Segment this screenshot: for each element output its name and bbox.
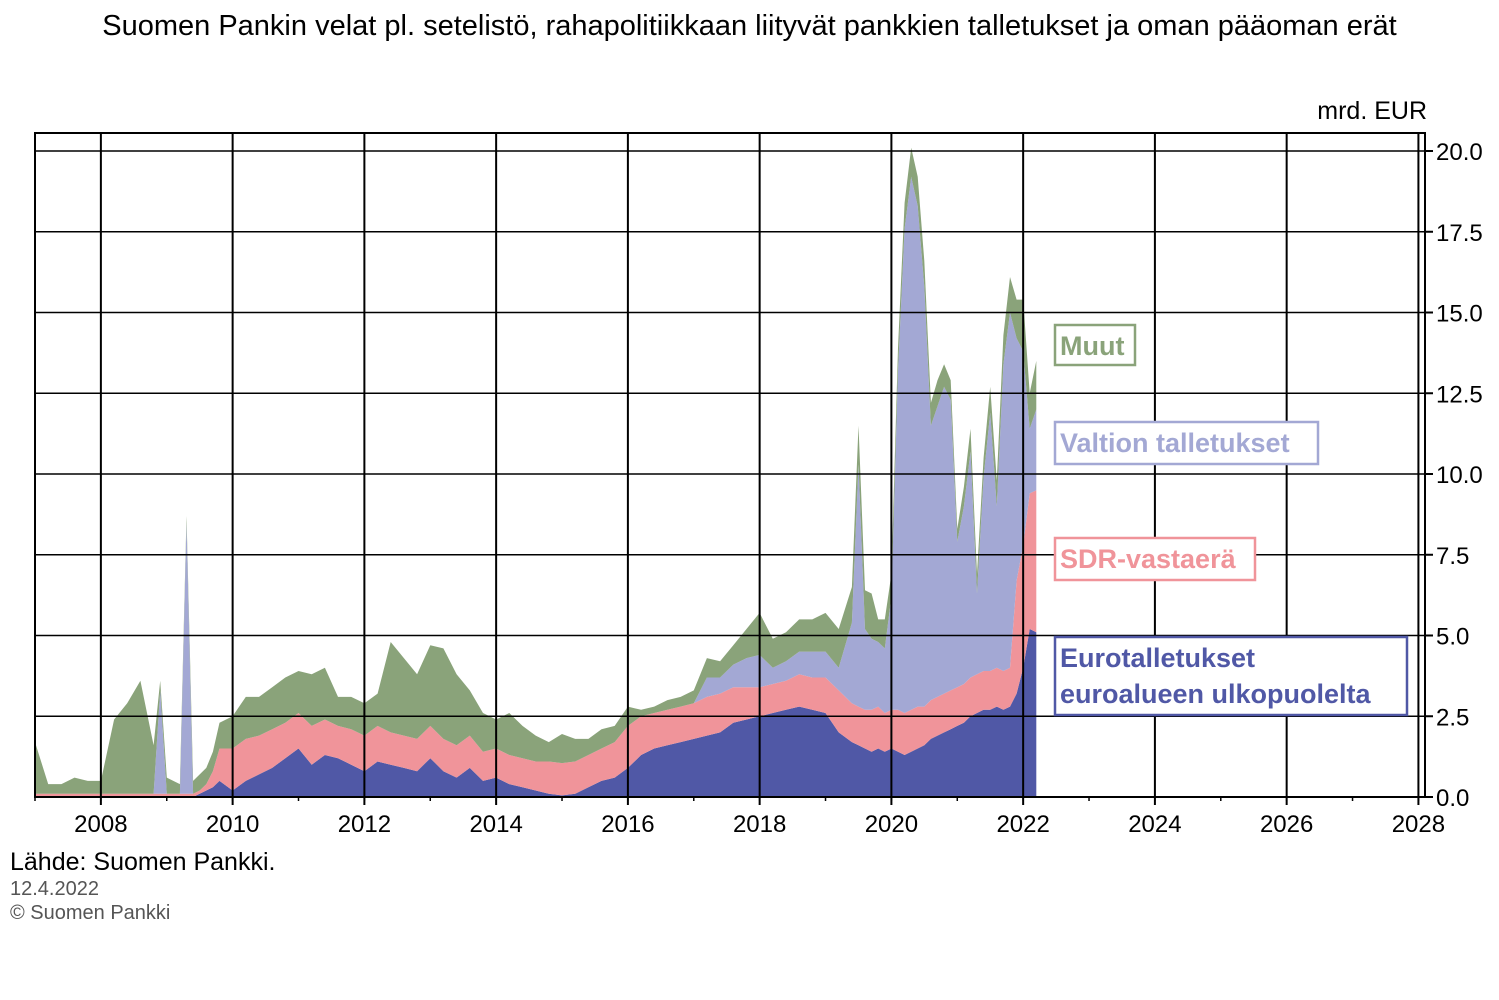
y-tick-label-5: 12.5 bbox=[1436, 381, 1483, 408]
y-tick-label-1: 2.5 bbox=[1436, 704, 1469, 731]
y-axis: 0.0 2.5 5.0 7.5 10.0 12.5 15.0 17.5 20.0 bbox=[1425, 139, 1483, 812]
x-tick-label-5: 2018 bbox=[733, 811, 786, 838]
date-note: 12.4.2022 bbox=[10, 878, 99, 900]
x-tick-label-10: 2028 bbox=[1392, 811, 1445, 838]
y-tick-label-2: 5.0 bbox=[1436, 624, 1469, 651]
x-axis: 2008 2010 2012 2014 2016 2018 2020 2022 2024 2026… bbox=[34, 797, 1445, 838]
gridlines bbox=[35, 133, 1425, 798]
x-tick-label-9: 2026 bbox=[1260, 811, 1313, 838]
x-tick-label-6: 2020 bbox=[865, 811, 918, 838]
chart-title: Suomen Pankin velat pl. setelistö, rahap… bbox=[102, 10, 1397, 42]
legend-label-2: Valtion talletukset bbox=[1060, 428, 1290, 458]
legend-box-3 bbox=[1053, 536, 1257, 582]
x-tick-label-7: 2022 bbox=[996, 811, 1049, 838]
legend-label-4-line-1: Eurotalletukset bbox=[1060, 643, 1255, 673]
y-tick-label-6: 15.0 bbox=[1436, 301, 1483, 328]
y-tick-label-0: 0.0 bbox=[1436, 785, 1469, 812]
legend-label-1: Muut bbox=[1060, 331, 1124, 361]
x-tick-label-3: 2014 bbox=[469, 811, 522, 838]
legend-box-1 bbox=[1053, 323, 1137, 367]
x-tick-label-4: 2016 bbox=[601, 811, 654, 838]
legend-box-4 bbox=[1053, 635, 1409, 717]
copyright-note: © Suomen Pankki bbox=[10, 902, 171, 924]
y-axis-unit-label: mrd. EUR bbox=[1317, 97, 1427, 125]
area-series-3 bbox=[35, 176, 1037, 794]
y-tick-label-4: 10.0 bbox=[1436, 462, 1483, 489]
area-series-1 bbox=[35, 629, 1037, 797]
area-series-4 bbox=[35, 147, 1037, 794]
y-tick-label-8: 20.0 bbox=[1436, 139, 1483, 166]
legend-label-4-line-2: euroalueen ulkopuolelta bbox=[1060, 679, 1372, 709]
legend: Muut Valtion talletukset SDR-vastaerä Eurot… bbox=[1053, 323, 1409, 717]
y-tick-label-7: 17.5 bbox=[1436, 220, 1483, 247]
legend-box-2 bbox=[1053, 420, 1320, 466]
source-note: Lähde: Suomen Pankki. bbox=[10, 848, 276, 876]
x-tick-label-0: 2008 bbox=[74, 811, 127, 838]
x-tick-label-8: 2024 bbox=[1128, 811, 1181, 838]
plot-frame bbox=[34, 132, 1426, 798]
area-series-group bbox=[35, 147, 1037, 797]
y-tick-label-3: 7.5 bbox=[1436, 543, 1469, 570]
legend-label-3: SDR-vastaerä bbox=[1060, 544, 1237, 574]
x-tick-label-1: 2010 bbox=[206, 811, 259, 838]
x-tick-label-2: 2012 bbox=[338, 811, 391, 838]
